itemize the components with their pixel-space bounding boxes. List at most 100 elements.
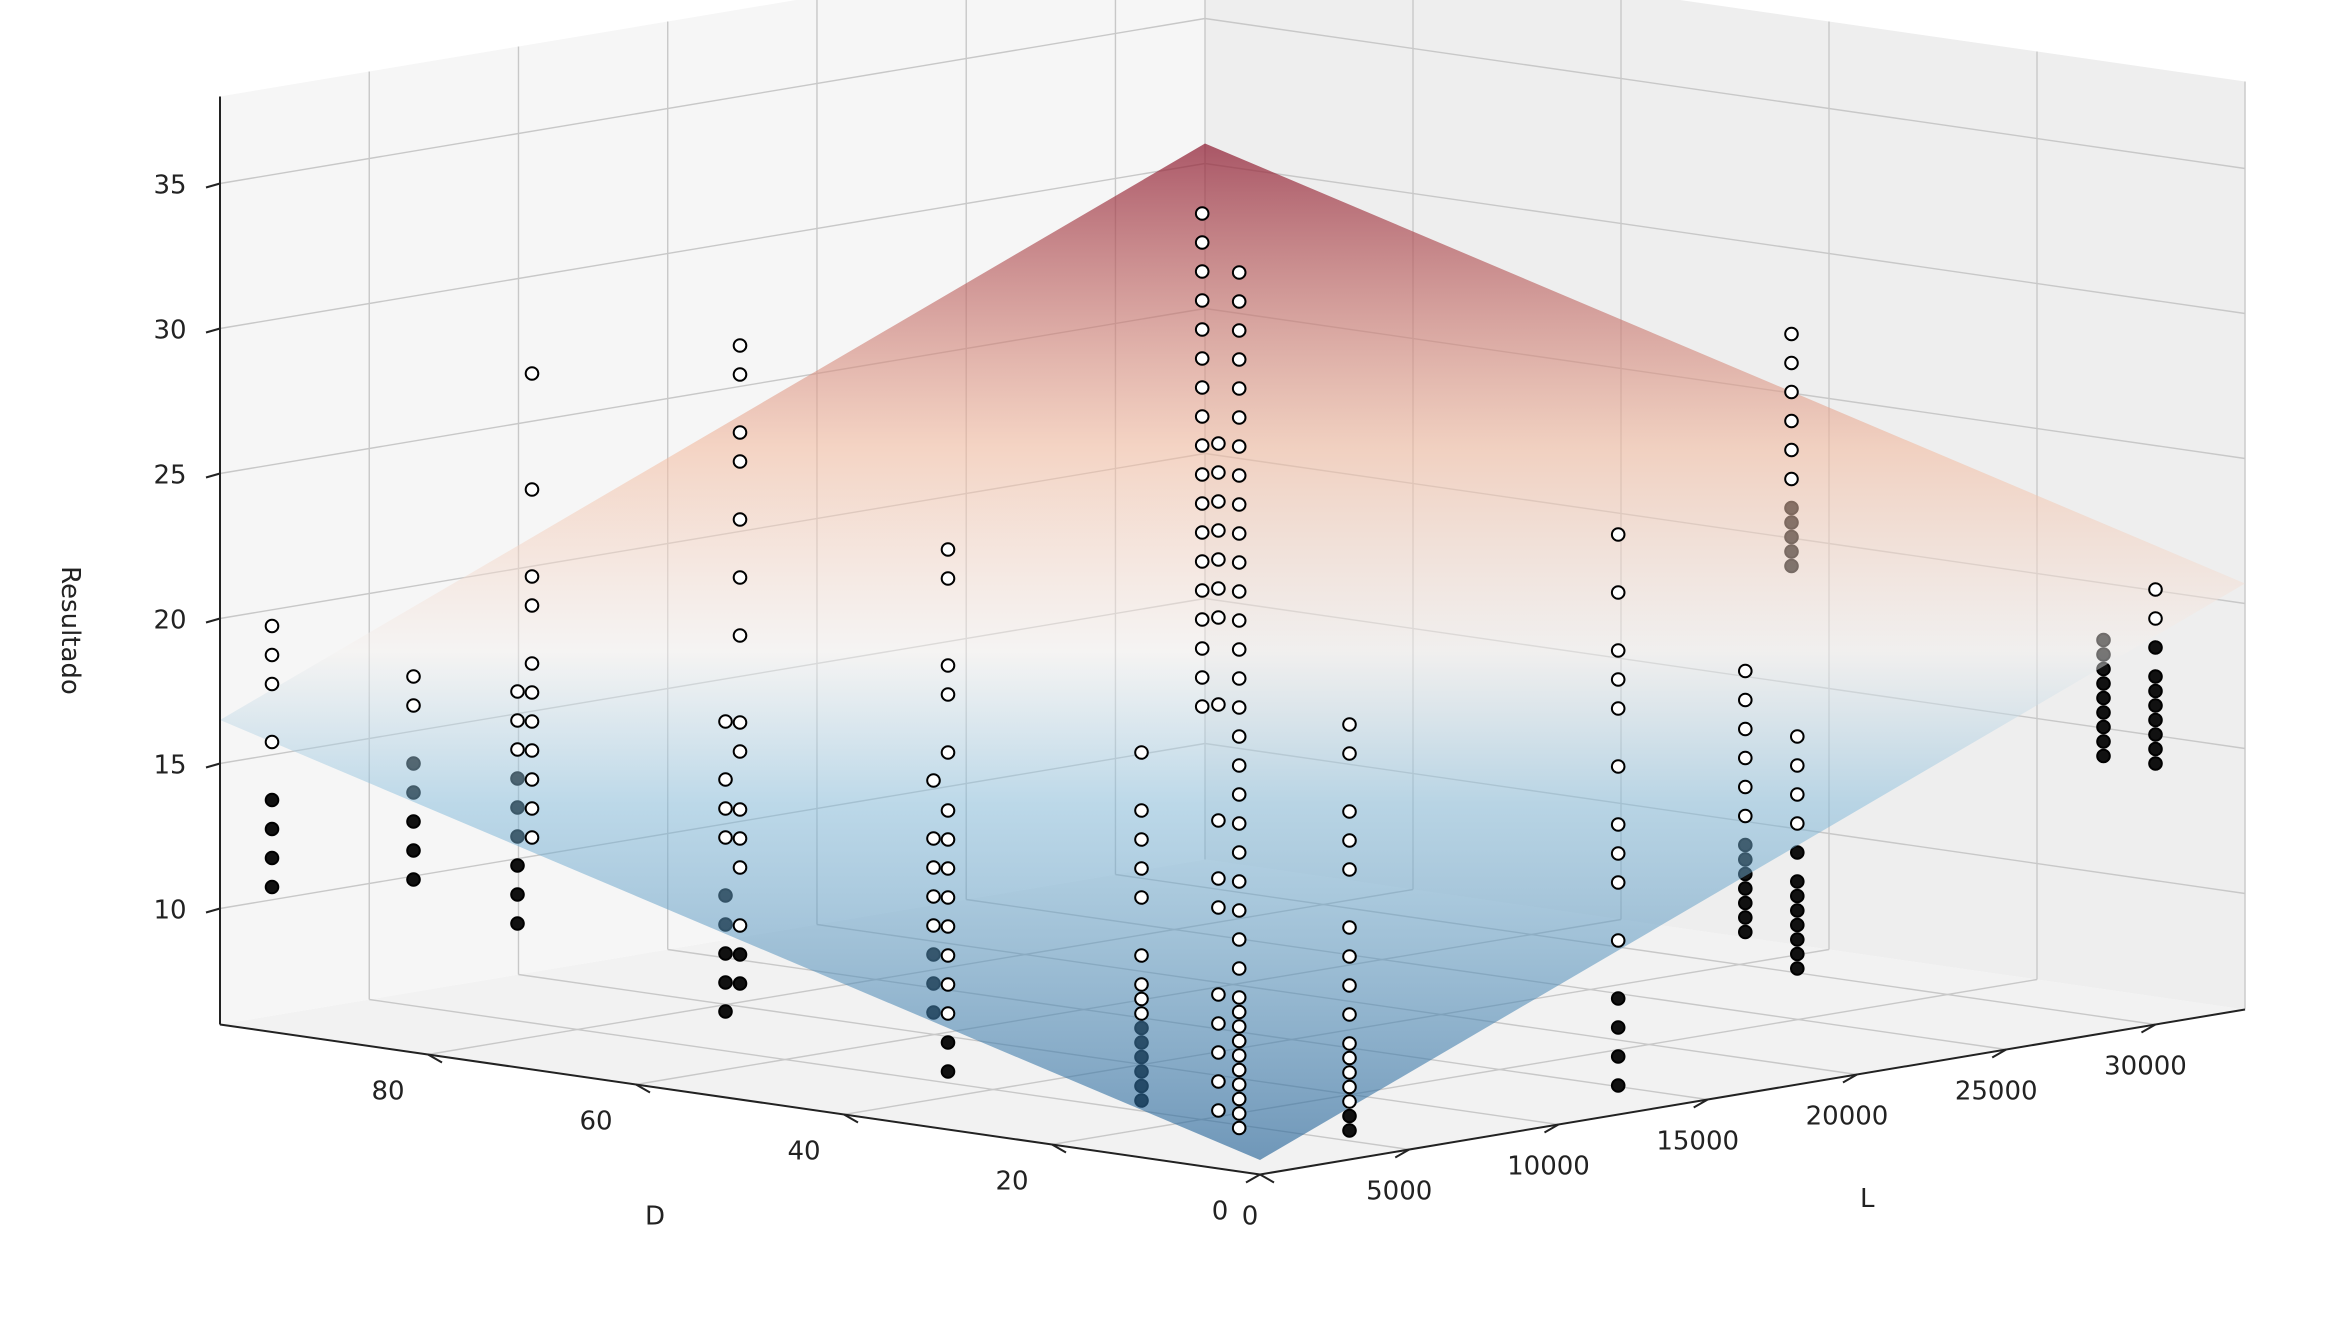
data-point: [1784, 471, 1799, 487]
data-point: [1194, 438, 1210, 453]
data-point: [1738, 808, 1753, 824]
data-point: [1784, 355, 1799, 371]
data-point: [1231, 265, 1247, 280]
data-point: [940, 832, 956, 847]
data-point: [406, 698, 421, 713]
data-point: [940, 861, 956, 876]
data-point: [524, 830, 540, 845]
data-point: [718, 975, 733, 990]
data-point: [1134, 991, 1149, 1007]
data-point: [1738, 663, 1753, 679]
data-point: [1738, 924, 1753, 940]
data-point: [1211, 1074, 1226, 1089]
data-point: [1784, 442, 1799, 458]
data-point: [1211, 987, 1226, 1002]
x-tick-label-mark: [1991, 1048, 2007, 1059]
data-point: [1211, 900, 1226, 915]
data-point: [1738, 881, 1753, 896]
data-point: [1610, 817, 1626, 832]
data-point: [510, 742, 525, 757]
data-point: [524, 714, 540, 729]
data-point: [2148, 698, 2163, 713]
data-point: [732, 570, 748, 585]
z-tick-label: 30: [153, 316, 186, 346]
data-point: [1134, 861, 1149, 876]
y-tick-label: 60: [579, 1107, 612, 1137]
data-point: [1211, 1045, 1226, 1060]
data-point: [732, 628, 748, 643]
data-point: [1342, 978, 1357, 993]
data-point: [524, 685, 540, 700]
data-point: [1610, 585, 1626, 600]
data-point: [1211, 436, 1226, 451]
data-point: [1610, 933, 1626, 948]
data-point: [732, 454, 748, 469]
data-point: [1342, 920, 1357, 935]
data-point: [2148, 727, 2163, 742]
data-point: [2096, 748, 2111, 764]
data-point: [1194, 264, 1210, 279]
data-point: [510, 684, 525, 699]
data-point: [1231, 642, 1247, 657]
x-tick-label-mark: [1245, 1173, 1261, 1184]
axis-lines: [219, 96, 2246, 1176]
data-point: [732, 338, 748, 353]
x-tick-label-mark: [1693, 1098, 1709, 1109]
data-point: [1231, 294, 1247, 309]
data-point: [1134, 803, 1149, 818]
data-point: [1134, 977, 1149, 992]
data-point: [1194, 235, 1210, 250]
data-point: [732, 976, 748, 991]
data-point: [1610, 643, 1626, 658]
grid-line-z-right-wall: [1204, 162, 2246, 315]
data-point: [1231, 758, 1247, 773]
data-point: [1134, 1006, 1149, 1021]
data-point: [524, 772, 540, 787]
data-point: [940, 542, 956, 557]
grid-line-z-left-wall: [219, 162, 1206, 330]
x-tick-label: 20000: [1806, 1102, 1889, 1132]
data-point: [1231, 1077, 1247, 1092]
data-point: [1231, 1091, 1247, 1107]
data-point: [2096, 734, 2111, 749]
z-tick-label-mark: [205, 327, 221, 334]
data-point: [940, 571, 956, 586]
data-point: [732, 918, 748, 933]
data-point: [1790, 888, 1805, 904]
data-point: [264, 618, 280, 634]
data-point: [1194, 612, 1210, 627]
data-point: [926, 918, 941, 933]
data-point: [1211, 465, 1226, 480]
y-tick-label: 20: [995, 1167, 1028, 1197]
data-point: [2148, 756, 2163, 771]
data-point: [2096, 719, 2111, 735]
data-point: [940, 1035, 956, 1050]
z-tick-label: 20: [153, 606, 186, 636]
data-point: [732, 947, 748, 962]
data-point: [718, 1004, 733, 1019]
x-tick-label: 25000: [1955, 1077, 2038, 1107]
grid-line-z-left-wall: [219, 17, 1206, 185]
z-tick-label: 35: [153, 171, 186, 201]
data-point: [732, 425, 748, 440]
data-point: [510, 713, 525, 728]
data-point: [510, 858, 525, 873]
data-point: [940, 977, 956, 992]
data-point: [1790, 758, 1805, 773]
data-point: [1790, 787, 1805, 802]
x-tick-label-mark: [1543, 1123, 1559, 1134]
data-point: [1211, 494, 1226, 509]
data-point: [718, 772, 733, 787]
data-point: [1194, 525, 1210, 540]
data-point: [718, 946, 733, 961]
data-point: [1231, 323, 1247, 338]
data-point: [1342, 949, 1357, 964]
data-point: [1194, 351, 1210, 366]
data-point: [1231, 439, 1247, 454]
data-point: [1342, 1123, 1357, 1138]
y-tick-label-mark: [635, 1083, 651, 1094]
x-tick-label: 0: [1242, 1202, 1259, 1232]
data-point: [1610, 672, 1626, 687]
tick-labels: 0 5000 10000 15000 20000 25000 30000 0 20 40 60 80 1…: [153, 171, 2186, 1232]
data-point: [1738, 779, 1753, 795]
